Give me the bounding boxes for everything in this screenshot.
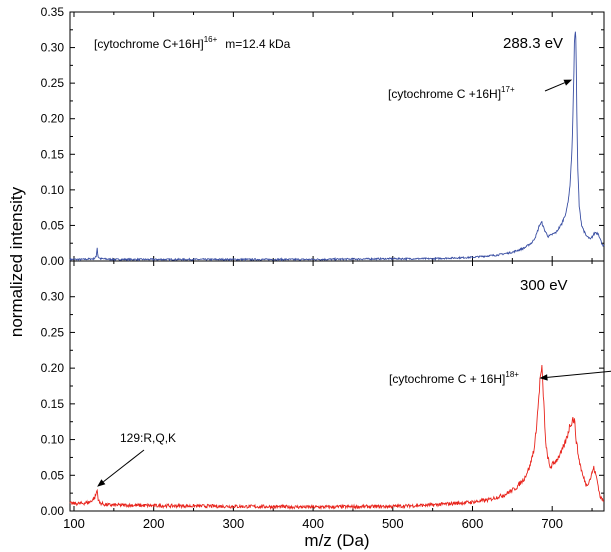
fragment-label: 129:R,Q,K bbox=[120, 431, 176, 445]
top-info-label: [cytochrome C+16H]16+ m=12.4 kDa bbox=[94, 35, 291, 51]
plot-layer bbox=[69, 31, 605, 511]
x-tick-label: 100 bbox=[63, 516, 85, 531]
x-tick-label: 700 bbox=[541, 516, 563, 531]
top-peak-charge: 17+ bbox=[501, 85, 515, 94]
top-y-tick-label: 0.15 bbox=[41, 147, 65, 161]
bottom-y-tick-label: 0.10 bbox=[41, 433, 65, 447]
top-peak-arrow-head bbox=[563, 79, 573, 86]
bottom-peak-main: [cytochrome C + 16H] bbox=[389, 372, 505, 386]
bottom-spectrum-line bbox=[69, 364, 605, 511]
top-energy-label: 288.3 eV bbox=[503, 35, 563, 52]
bottom-y-tick-label: 0.20 bbox=[41, 361, 65, 375]
bottom-y-tick-label: 0.30 bbox=[41, 290, 65, 304]
fragment-arrow-head bbox=[97, 479, 106, 487]
bottom-peak-arrow-shaft bbox=[547, 370, 611, 378]
bottom-peak-charge: 18+ bbox=[505, 370, 519, 379]
x-tick-label: 400 bbox=[302, 516, 324, 531]
top-info-main: [cytochrome C+16H] bbox=[94, 37, 204, 51]
bottom-energy-label: 300 eV bbox=[520, 277, 568, 294]
bottom-y-tick-label: 0.15 bbox=[41, 397, 65, 411]
top-y-tick-label: 0.10 bbox=[41, 183, 65, 197]
bottom-y-tick-label: 0.05 bbox=[41, 468, 65, 482]
top-peak-main: [cytochrome C +16H] bbox=[388, 87, 501, 101]
fragment-arrow-shaft bbox=[103, 449, 145, 483]
x-tick-label: 500 bbox=[382, 516, 404, 531]
top-peak-arrow-shaft bbox=[544, 82, 565, 92]
top-info-mass: m=12.4 kDa bbox=[225, 37, 290, 51]
x-tick-label: 200 bbox=[143, 516, 165, 531]
top-info-charge: 16+ bbox=[204, 35, 218, 44]
bottom-peak-arrow bbox=[539, 370, 611, 381]
top-y-tick-label: 0.30 bbox=[41, 41, 65, 55]
top-peak-arrow bbox=[544, 79, 573, 92]
y-axis-label: normalized intensity bbox=[7, 186, 26, 337]
bottom-y-tick-label: 0.25 bbox=[41, 325, 65, 339]
bottom-peak-arrow-head bbox=[539, 374, 548, 381]
bottom-panel-frame bbox=[69, 260, 605, 512]
top-y-tick-label: 0.00 bbox=[41, 254, 65, 268]
axes-layer: 0.00 0.05 0.10 0.15 0.20 0.25 0.30 0.35 0.00 0.05… bbox=[41, 5, 604, 531]
top-y-tick-label: 0.05 bbox=[41, 218, 65, 232]
x-tick-label: 300 bbox=[223, 516, 245, 531]
top-y-tick-label: 0.35 bbox=[41, 5, 65, 19]
fragment-arrow bbox=[97, 449, 145, 487]
top-spectrum-line bbox=[69, 31, 605, 262]
top-peak-label: [cytochrome C +16H]17+ bbox=[388, 85, 515, 101]
top-y-tick-label: 0.20 bbox=[41, 112, 65, 126]
x-axis-label: m/z (Da) bbox=[304, 531, 369, 550]
top-y-tick-label: 0.25 bbox=[41, 76, 65, 90]
bottom-peak-label: [cytochrome C + 16H]18+ bbox=[389, 370, 519, 386]
x-tick-label: 600 bbox=[462, 516, 484, 531]
bottom-y-tick-label: 0.00 bbox=[41, 504, 65, 518]
